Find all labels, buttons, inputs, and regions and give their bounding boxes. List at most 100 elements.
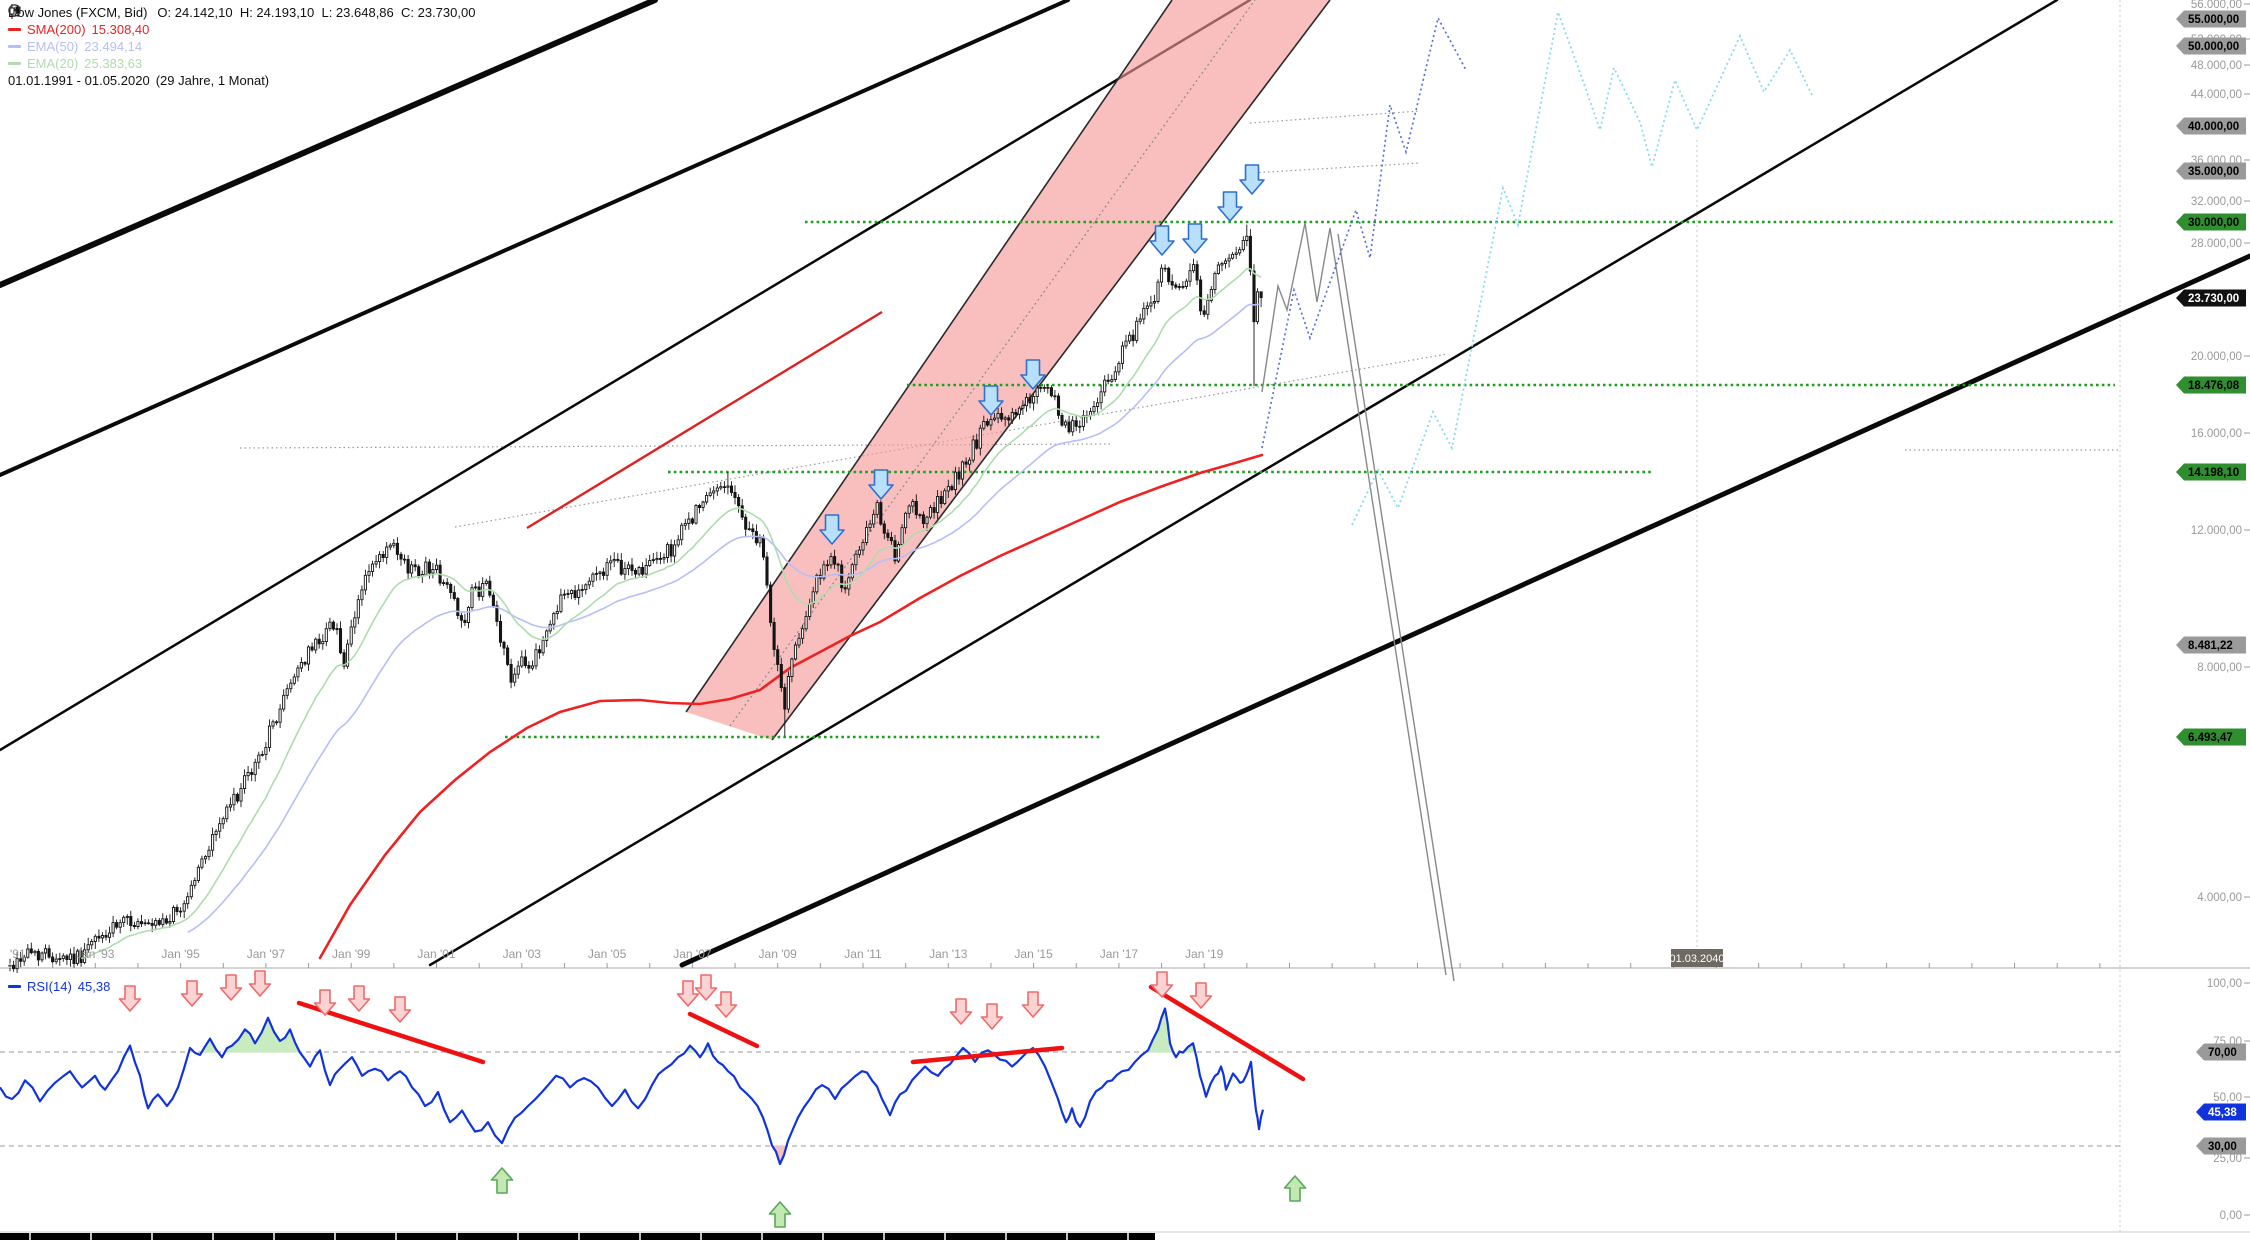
rsi-tag — [2196, 1103, 2246, 1121]
rsi-sell-arrow-icon — [313, 989, 337, 1016]
sell-signal-arrow-icon — [819, 514, 845, 545]
ema20-swatch-icon — [8, 62, 21, 65]
rsi-sell-arrow-icon — [388, 996, 412, 1023]
sell-signal-arrow-icon — [1149, 225, 1175, 256]
red-trendline — [526, 310, 883, 530]
price-axis-label: 20.000,00 — [2191, 351, 2242, 363]
price-axis-label: 48.000,00 — [2191, 60, 2242, 72]
rsi-axis-label: 50,00 — [2213, 1092, 2242, 1104]
rsi-buy-arrow-icon — [1283, 1175, 1307, 1202]
price-axis-label: 44.000,00 — [2191, 89, 2242, 101]
price-tag-label: 40.000,00 — [2188, 121, 2239, 133]
rsi-tag — [2196, 1043, 2246, 1061]
price-tag-label: 55.000,00 — [2188, 14, 2239, 26]
rsi-axis-label: 0,00 — [2220, 1210, 2242, 1222]
pink-channel-fill — [686, 0, 1330, 740]
ema20-label: EMA(20) — [27, 56, 79, 71]
rsi-sell-arrow-icon — [180, 980, 204, 1007]
gray-dotted-trendline — [454, 353, 1448, 528]
x-axis-label: Jan '09 — [759, 947, 798, 961]
rsi-sell-arrow-icon — [1189, 982, 1213, 1009]
x-axis-label: Jan '97 — [247, 947, 286, 961]
sell-signal-arrow-icon — [1239, 164, 1265, 195]
rsi-sell-arrow-icon — [1150, 971, 1174, 998]
price-tag-label: 6.493,47 — [2188, 732, 2233, 744]
legend-sma-row: SMA(200) 15.308,40 — [8, 21, 475, 38]
gray-dotted-trendline — [1249, 162, 1421, 174]
trendline-5 — [679, 253, 2250, 968]
price-tag — [2176, 10, 2246, 28]
price-axis-label: 32.000,00 — [2191, 196, 2242, 208]
price-tag-label: 8.481,22 — [2188, 640, 2233, 652]
rsi-tag-label: 30,00 — [2208, 1141, 2237, 1153]
price-tag — [2176, 37, 2246, 55]
rsi-sell-arrow-icon — [1021, 991, 1045, 1018]
ohlc-values: O: 24.142,10 H: 24.193,10 L: 23.648,86 C… — [157, 5, 476, 20]
x-axis-label: Jan '15 — [1014, 947, 1053, 961]
ema50-swatch-icon — [8, 45, 21, 48]
sma200-line — [318, 453, 1264, 960]
cyan-dotted-projection — [1351, 8, 1813, 526]
gray-projection-twin — [1337, 233, 1455, 982]
rsi-tag-label: 70,00 — [2208, 1047, 2237, 1059]
price-tag — [2176, 162, 2246, 180]
trendline-4 — [428, 0, 2059, 967]
future-date-tag — [1671, 949, 1723, 967]
gray-projection-zigzag — [1261, 222, 1447, 976]
price-axis-label: 28.000,00 — [2191, 238, 2242, 250]
trendline-3 — [0, 0, 1070, 477]
x-axis-label: Jan '13 — [929, 947, 968, 961]
rsi-sell-arrow-icon — [980, 1003, 1004, 1030]
blue-dotted-projection — [1261, 15, 1467, 449]
price-tag — [2176, 213, 2246, 231]
ema50-label: EMA(50) — [27, 39, 79, 54]
price-tag — [2176, 728, 2246, 746]
price-axis-label: 8.000,00 — [2197, 662, 2242, 674]
chart-legend: Dow Jones (FXCM, Bid) O: 24.142,10 H: 24… — [8, 4, 475, 89]
rsi-sell-arrow-icon — [248, 970, 272, 997]
price-axis-label: 56.000,00 — [2191, 0, 2242, 11]
future-date-tag-label: 01.03.2040 — [1669, 953, 1724, 965]
rsi-sell-arrow-icon — [347, 985, 371, 1012]
ema50-value: 23.494,14 — [84, 39, 143, 54]
rsi-sell-arrow-icon — [949, 998, 973, 1025]
sell-signal-arrow-icon — [868, 469, 894, 500]
price-tag — [2176, 463, 2246, 481]
symbol-title: Dow Jones (FXCM, Bid) — [8, 5, 148, 20]
price-tag — [2176, 376, 2246, 394]
clock-icon — [8, 4, 21, 17]
trendline-2 — [0, 0, 1252, 752]
lower-channel-line — [771, 0, 1331, 741]
x-axis-label: Jan '17 — [1100, 947, 1139, 961]
rsi-sell-arrow-icon — [714, 991, 738, 1018]
x-axis-label: Jan '93 — [76, 947, 115, 961]
x-axis-label: Jan '07 — [673, 947, 712, 961]
rsi-overbought-fill — [126, 1008, 1196, 1053]
price-tag-label: 18.476,08 — [2188, 380, 2240, 392]
timeline-scrollbar[interactable] — [0, 1233, 1155, 1240]
rsi-divergence-line — [1148, 984, 1306, 1082]
rsi-axis-label: 100,00 — [2207, 978, 2242, 990]
rsi-tag-label: 45,38 — [2208, 1107, 2237, 1119]
candle-bodies-down — [12, 235, 1263, 970]
price-tag-label: 23.730,00 — [2188, 293, 2239, 305]
ema50-line — [187, 303, 1262, 933]
rsi-legend: RSI(14) 45,38 — [8, 979, 110, 994]
rsi-value: 45,38 — [77, 979, 111, 994]
x-axis-label: Jan '03 — [503, 947, 542, 961]
rsi-line — [0, 1007, 1265, 1166]
legend-ema50-row: EMA(50) 23.494,14 — [8, 38, 475, 55]
legend-symbol-row: Dow Jones (FXCM, Bid) O: 24.142,10 H: 24… — [8, 4, 475, 21]
date-range: 01.01.1991 - 01.05.2020 — [8, 73, 150, 88]
rsi-sell-arrow-icon — [118, 985, 142, 1012]
date-range-duration: (29 Jahre, 1 Monat) — [155, 73, 270, 88]
x-axis-label: Jan '19 — [1185, 947, 1224, 961]
rsi-label: RSI(14) — [27, 979, 72, 994]
x-axis-label: Jan '11 — [844, 947, 882, 961]
rsi-tag — [2196, 1137, 2246, 1155]
rsi-sell-arrow-icon — [219, 974, 243, 1001]
price-axis-label: 16.000,00 — [2191, 428, 2242, 440]
x-axis-label: Jan '01 — [417, 947, 456, 961]
